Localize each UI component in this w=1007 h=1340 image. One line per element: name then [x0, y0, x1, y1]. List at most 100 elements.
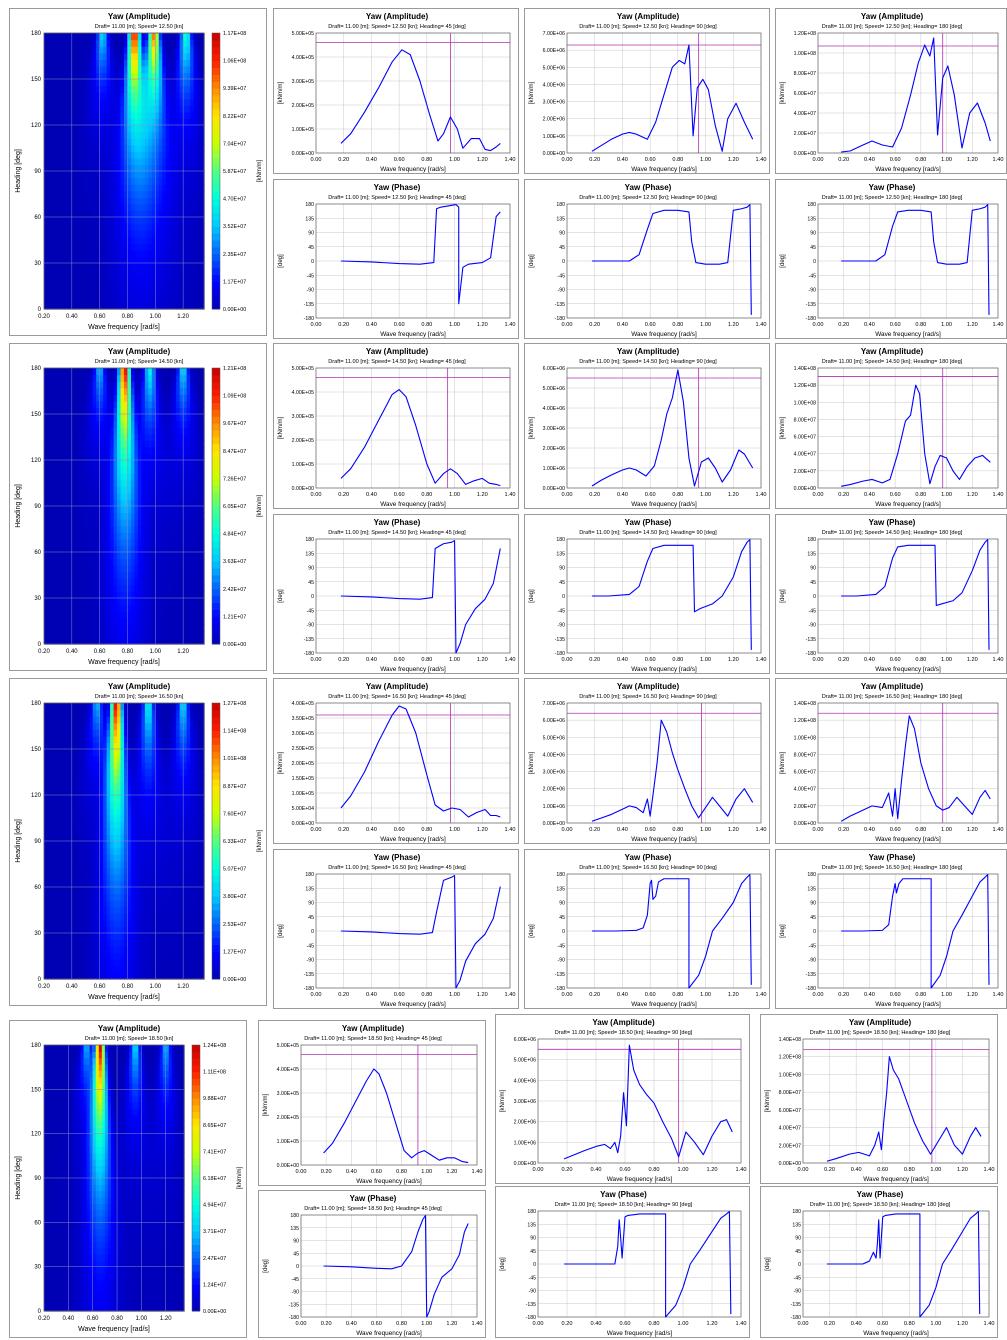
heatmap-cell: [190, 138, 195, 146]
heatmap-cell: [78, 72, 83, 80]
heatmap-cell: [71, 190, 76, 198]
heatmap-cell: [162, 111, 167, 120]
heatmap-cell: [151, 59, 156, 67]
heatmap-cell: [96, 39, 101, 47]
heatmap-cell: [110, 519, 115, 527]
heatmap-cell: [186, 111, 191, 120]
heatmap-cell: [85, 584, 90, 593]
heatmap-cell: [197, 906, 202, 914]
heatmap-cell: [64, 203, 69, 212]
heatmap-cell: [193, 400, 198, 409]
heatmap-cell: [162, 302, 167, 310]
heatmap-cell: [124, 893, 129, 901]
heatmap-cell: [130, 446, 136, 455]
heatmap-cell: [78, 289, 83, 297]
y-tick-label: 150: [31, 77, 42, 83]
heatmap-cell: [92, 558, 97, 566]
x-tick-label: 0.00: [562, 157, 573, 163]
heatmap-cell: [64, 65, 69, 74]
y-tick-label: 1.20E+08: [794, 31, 816, 37]
heatmap-cell: [179, 939, 184, 947]
heatmap-cell: [197, 611, 202, 619]
heatmap-cell: [103, 604, 108, 612]
heatmap-cell: [99, 157, 104, 166]
heatmap-cell: [137, 33, 142, 41]
heatmap-cell: [64, 617, 69, 625]
heatmap-cell: [151, 538, 156, 547]
heatmap-cell: [137, 939, 142, 947]
heatmap-cell: [183, 276, 188, 284]
heatmap-cell: [85, 446, 90, 455]
heatmap-cell: [162, 571, 167, 579]
heatmap-cell: [186, 210, 191, 218]
heatmap-cell: [68, 105, 73, 113]
heatmap-cell: [99, 420, 104, 428]
heatmap-cell: [151, 151, 156, 159]
heatmap-cell: [96, 926, 101, 934]
heatmap-cell: [106, 873, 111, 882]
heatmap-cell: [179, 414, 184, 422]
heatmap-cell: [148, 223, 153, 231]
heatmap-cell: [130, 164, 136, 172]
heatmap-cell: [200, 282, 205, 290]
heatmap-cell: [64, 171, 69, 179]
heatmap-cell: [190, 144, 195, 152]
heatmap-cell: [183, 33, 188, 41]
heatmap-cell: [179, 630, 184, 639]
heatmap-cell: [106, 519, 111, 527]
heatmap-cell: [54, 217, 59, 225]
heatmap-cell: [89, 414, 94, 422]
heatmap-cell: [50, 440, 56, 448]
heatmap-cell: [110, 33, 115, 41]
chart-title: Yaw (Amplitude): [108, 682, 171, 691]
heatmap-cell: [183, 519, 188, 527]
y-tick-label: 60: [34, 550, 41, 556]
heatmap-cell: [151, 466, 156, 474]
heatmap-cell: [96, 33, 101, 41]
heatmap-cell: [144, 584, 149, 593]
heatmap-cell: [186, 414, 191, 422]
heatmap-cell: [89, 473, 94, 481]
heatmap-cell: [110, 460, 115, 468]
heatmap-cell: [130, 302, 136, 310]
heatmap-cell: [190, 519, 195, 527]
heatmap-cell: [85, 223, 90, 231]
heatmap-cell: [44, 276, 49, 284]
x-tick-label: 1.20: [177, 649, 189, 655]
heatmap-cells: [44, 33, 205, 310]
x-tick-label: 0.20: [338, 157, 349, 163]
heatmap-cell: [130, 939, 136, 947]
heatmap-cell: [89, 157, 94, 166]
heatmap-cell: [183, 933, 188, 941]
heatmap-cell: [64, 558, 69, 566]
heatmap-cell: [172, 446, 177, 455]
heatmap-cell: [158, 900, 163, 908]
heatmap-cell: [99, 72, 104, 80]
heatmap-cell: [176, 598, 181, 606]
heatmap-cell: [117, 466, 122, 474]
heatmap-cell: [71, 414, 76, 422]
heatmap-cell: [71, 887, 76, 895]
heatmap-cell: [75, 492, 80, 501]
heatmap-cell: [169, 545, 174, 553]
heatmap-cell: [89, 39, 94, 47]
heatmap-cell: [120, 479, 125, 487]
heatmap-cell: [57, 33, 62, 41]
heatmap-cell: [85, 33, 90, 41]
heatmap-cell: [169, 197, 174, 205]
heatmap-cell: [165, 39, 170, 47]
heatmap-cell: [47, 598, 52, 606]
heatmap-cell: [92, 302, 97, 310]
heatmap-cell: [155, 65, 160, 74]
heatmap-cell: [148, 499, 153, 507]
heatmap-cell: [165, 190, 170, 198]
heatmap-cell: [130, 269, 136, 277]
heatmap-cell: [169, 190, 174, 198]
heatmap-cell: [82, 598, 87, 606]
heatmap-cell: [92, 295, 97, 304]
heatmap-cell: [124, 39, 129, 47]
heatmap-cell: [50, 433, 56, 441]
heatmap-cell: [183, 939, 188, 947]
heatmap-cell: [193, 203, 198, 212]
heatmap-cell: [82, 919, 87, 928]
